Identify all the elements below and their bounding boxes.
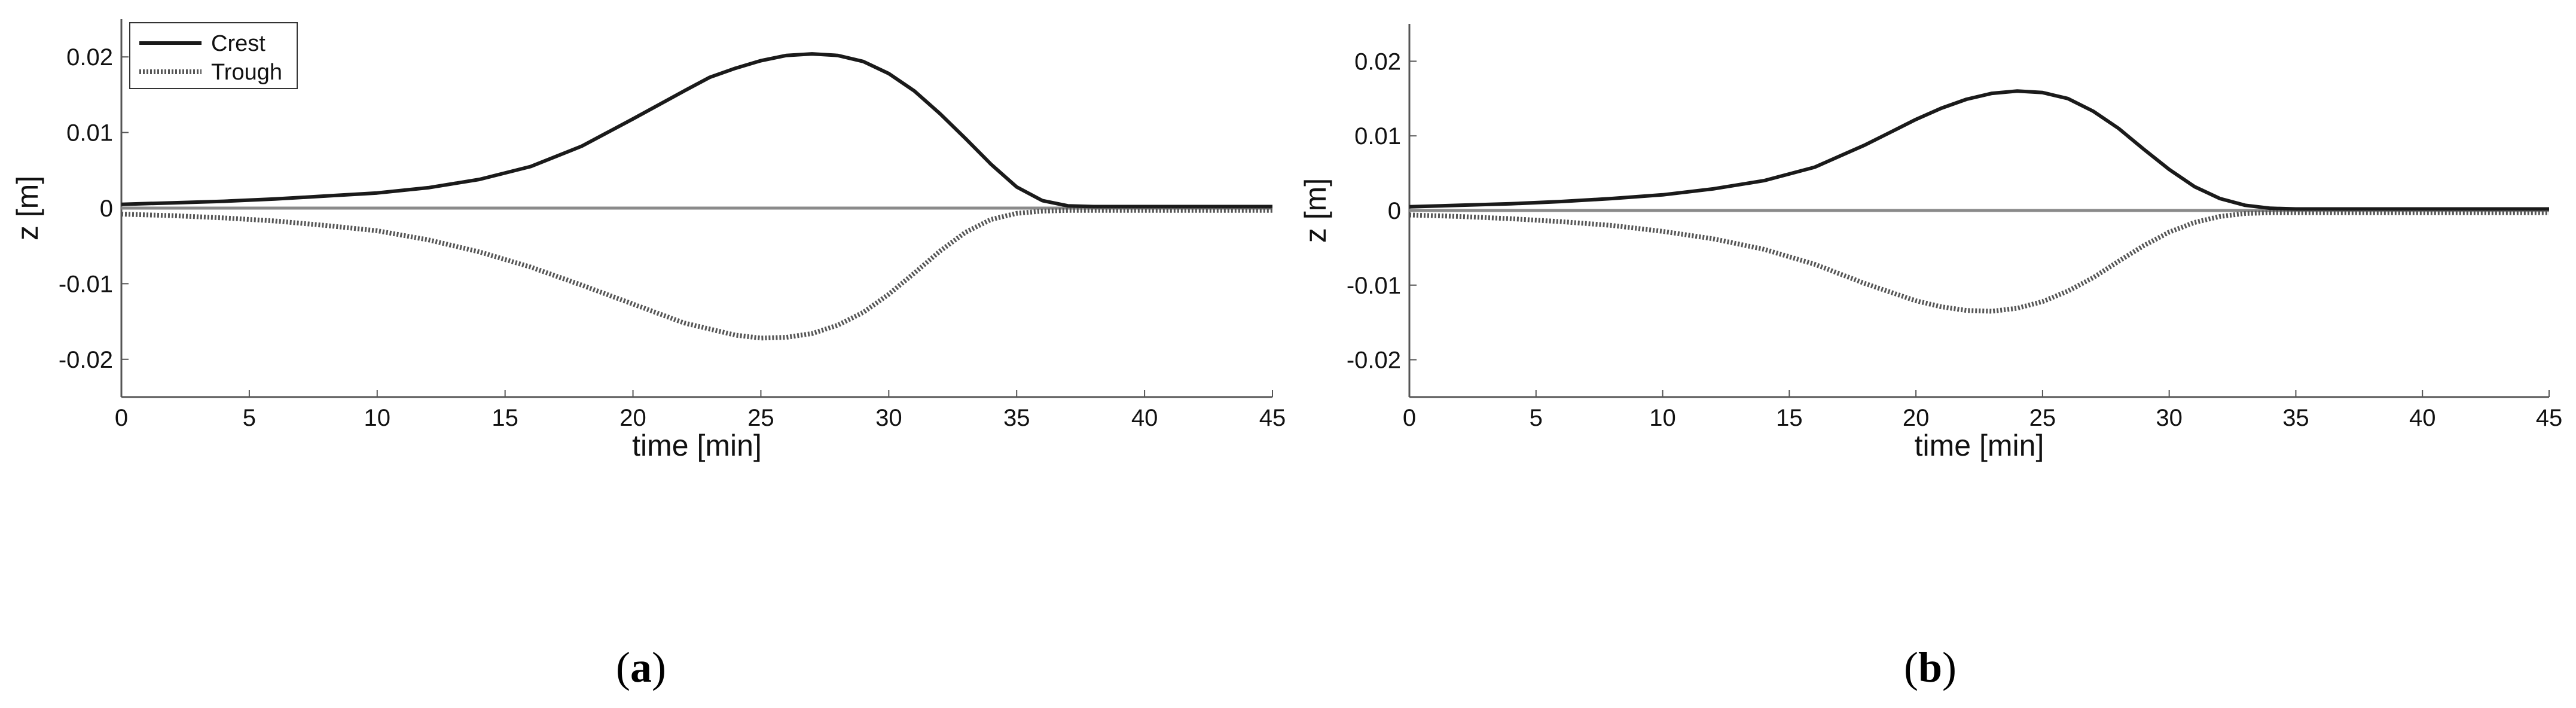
y-axis-label: z [m] xyxy=(1299,178,1332,243)
x-tick-label: 15 xyxy=(1776,405,1803,431)
x-tick-label: 10 xyxy=(364,405,391,431)
legend-box xyxy=(129,22,298,89)
y-tick-label: 0.02 xyxy=(66,44,113,71)
y-axis-label: z [m] xyxy=(11,176,44,240)
panel-a-plot-area: 0 5 10 15 20 25 30 35 40 45 0.02 0.01 0 -0.01 -0.02 tim… xyxy=(11,19,1286,462)
panel-b: 0 5 10 15 20 25 30 35 40 45 0.02 0.01 0 -0.01 -0.02 tim… xyxy=(1299,24,2562,691)
crest-series-line xyxy=(121,52,1272,209)
panel-b-plot-area: 0 5 10 15 20 25 30 35 40 45 0.02 0.01 0 -0.01 -0.02 tim… xyxy=(1299,24,2562,462)
x-tick-label: 5 xyxy=(243,405,256,431)
x-tick-label: 45 xyxy=(1259,405,1286,431)
y-tick-label: -0.01 xyxy=(1347,273,1401,299)
series-2-line xyxy=(1409,210,2549,314)
trough-series-line xyxy=(121,207,1272,341)
x-tick-label: 25 xyxy=(747,405,774,431)
y-tick-label: 0 xyxy=(1388,198,1401,224)
x-tick-label: 0 xyxy=(115,405,128,431)
y-tick-label: 0.02 xyxy=(1354,48,1401,75)
y-tick-label: -0.02 xyxy=(1347,347,1401,374)
x-tick-label: 40 xyxy=(2409,405,2436,431)
y-tick-label: 0 xyxy=(100,196,113,222)
x-tick-label: 25 xyxy=(2029,405,2056,431)
legend: Crest Trough xyxy=(129,22,298,89)
x-tick-label: 45 xyxy=(2536,405,2563,431)
x-axis-label: time [min] xyxy=(1915,429,2044,462)
panel-a: 0 5 10 15 20 25 30 35 40 45 0.02 0.01 0 -0.01 -0.02 tim… xyxy=(11,19,1286,691)
x-tick-label: 35 xyxy=(2282,405,2309,431)
x-tick-label: 15 xyxy=(492,405,518,431)
legend-label-trough: Trough xyxy=(211,60,282,85)
x-tick-label: 30 xyxy=(875,405,902,431)
y-tick-label: -0.01 xyxy=(59,271,113,297)
x-tick-label: 30 xyxy=(2156,405,2183,431)
x-axis-label: time [min] xyxy=(632,429,762,462)
x-tick-label: 20 xyxy=(1903,405,1930,431)
x-tick-label: 40 xyxy=(1131,405,1158,431)
x-tick-label: 35 xyxy=(1003,405,1030,431)
legend-label-crest: Crest xyxy=(211,31,265,56)
x-tick-label: 0 xyxy=(1403,405,1416,431)
panel-b-caption: (b) xyxy=(1904,643,1957,691)
y-tick-label: -0.02 xyxy=(59,347,113,373)
panel-a-caption: (a) xyxy=(616,643,666,691)
x-tick-label: 20 xyxy=(619,405,646,431)
series-1-line xyxy=(1409,89,2549,211)
panel-a-caption-letter: a xyxy=(630,643,652,691)
x-tick-label: 10 xyxy=(1649,405,1676,431)
y-tick-label: 0.01 xyxy=(66,120,113,147)
panel-b-caption-letter: b xyxy=(1918,643,1942,691)
x-tick-label: 5 xyxy=(1530,405,1543,431)
y-tick-label: 0.01 xyxy=(1354,123,1401,149)
